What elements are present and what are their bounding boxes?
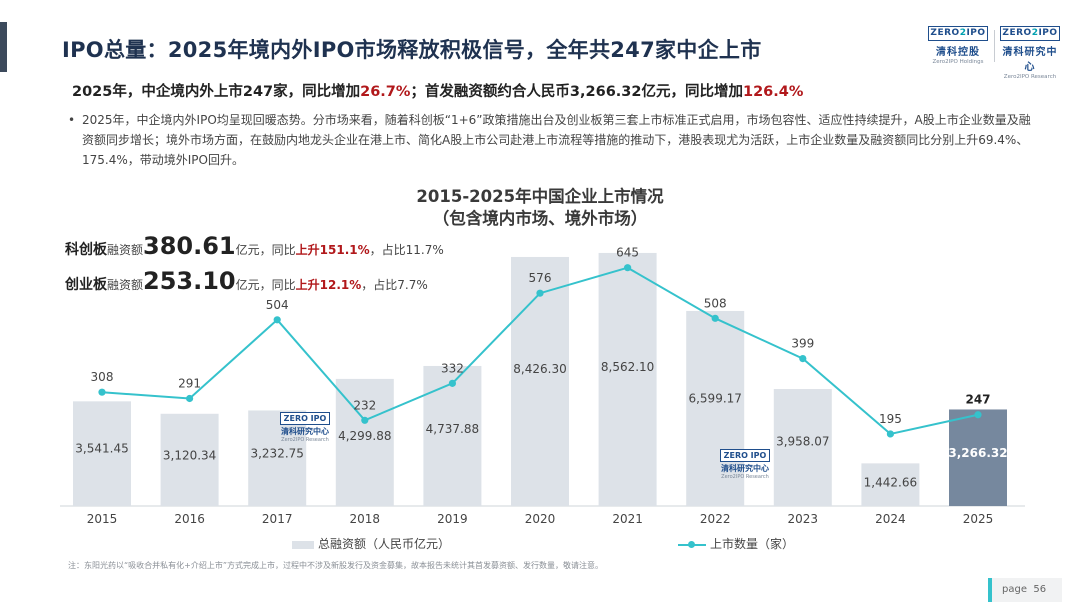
- line-point-2025: [974, 411, 982, 419]
- line-point-2020: [536, 289, 544, 297]
- bar-2017: [248, 410, 307, 506]
- bar-label-2018: 4,299.88: [338, 429, 391, 443]
- line-point-2019: [448, 379, 456, 387]
- line-point-2024: [886, 430, 895, 438]
- legend-bar-swatch: [292, 540, 314, 549]
- line-label-2020: 576: [529, 271, 552, 285]
- line-point-2023: [799, 354, 807, 363]
- line-point-2021: [624, 264, 632, 272]
- line-label-2025: 247: [965, 393, 990, 407]
- bar-label-2023: 3,958.07: [776, 435, 829, 449]
- chart-title-main: 2015-2025年中国企业上市情况: [416, 187, 664, 206]
- bar-2015: [73, 401, 131, 506]
- x-tick-2021: 2021: [612, 512, 643, 526]
- x-tick-2025: 2025: [963, 512, 994, 526]
- bar-label-2020: 8,426.30: [513, 362, 566, 376]
- bar-label-2024: 1,442.66: [864, 476, 917, 490]
- line-label-2022: 508: [704, 296, 727, 310]
- bar-2022: [686, 310, 745, 506]
- bar-2016: [160, 413, 219, 506]
- logo-divider: [994, 30, 995, 62]
- x-tick-2023: 2023: [788, 512, 819, 526]
- line-label-2019: 332: [441, 361, 464, 375]
- bullet-dot: •: [68, 113, 76, 127]
- page-title: IPO总量：2025年境内外IPO市场释放积极信号，全年共247家中企上市: [62, 38, 762, 62]
- zero2ipo-holdings-logo: ZERO2IPO 清科控股 Zero2IPO Holdings: [926, 26, 990, 66]
- x-tick-2015: 2015: [87, 512, 118, 526]
- x-tick-2022: 2022: [700, 512, 731, 526]
- x-tick-2020: 2020: [525, 512, 556, 526]
- bullet-paragraph: • 2025年，中企境内外IPO均呈现回暖态势。分市场来看，随着科创板“1+6”…: [68, 110, 1042, 170]
- x-tick-2024: 2024: [875, 512, 906, 526]
- line-point-2016: [186, 394, 194, 403]
- star-market-stat: 科创板融资额380.61亿元，同比上升151.1%，占比11.7%: [65, 232, 444, 260]
- bar-2023: [773, 389, 832, 506]
- line-point-2018: [361, 416, 369, 424]
- chart-title: 2015-2025年中国企业上市情况 （包含境内市场、境外市场）: [360, 186, 720, 230]
- x-tick-2018: 2018: [350, 512, 381, 526]
- zero2ipo-research-logo: ZERO2IPO 清科研究中心 Zero2IPO Research: [998, 26, 1062, 80]
- footnote: 注：东阳光药以“吸收合并私有化+介绍上市”方式完成上市，过程中不涉及新股发行及资…: [68, 561, 603, 570]
- bar-label-2022: 6,599.17: [688, 392, 741, 406]
- line-label-2017: 504: [266, 298, 289, 312]
- legend-bar: 总融资额（人民币亿元）: [292, 535, 450, 552]
- x-tick-2016: 2016: [174, 512, 205, 526]
- title-accent-bar: [0, 22, 7, 72]
- line-point-2017: [273, 316, 281, 324]
- line-label-2023: 399: [791, 337, 814, 351]
- bar-2020: [511, 256, 569, 506]
- x-tick-2017: 2017: [262, 512, 293, 526]
- legend-line-swatch: [678, 540, 706, 548]
- line-label-2015: 308: [91, 370, 114, 384]
- bar-label-2025: 3,266.32: [948, 446, 1007, 460]
- bar-2018: [335, 378, 394, 506]
- bar-label-2016: 3,120.34: [163, 448, 216, 462]
- x-tick-2019: 2019: [437, 512, 468, 526]
- page-number: page 56: [988, 578, 1062, 602]
- bar-label-2021: 8,562.10: [601, 360, 654, 374]
- line-label-2016: 291: [178, 376, 201, 390]
- chart-subtitle: （包含境内市场、境外市场）: [432, 209, 648, 228]
- bar-2021: [598, 252, 657, 506]
- bar-2025: [949, 409, 1007, 506]
- bar-label-2017: 3,232.75: [250, 446, 303, 460]
- line-label-2018: 232: [353, 398, 376, 412]
- watermark-logo: ZERO IPO 清科研究中心 Zero2IPO Research: [720, 449, 770, 480]
- bar-label-2019: 4,737.88: [426, 422, 479, 436]
- line-point-2022: [711, 314, 719, 322]
- bar-label-2015: 3,541.45: [75, 441, 128, 455]
- line-point-2015: [98, 388, 106, 396]
- headline-summary: 2025年，中企境内外上市247家，同比增加26.7%；首发融资额约合人民币3,…: [72, 84, 804, 100]
- legend-line: 上市数量（家）: [678, 535, 794, 552]
- line-label-2024: 195: [879, 412, 902, 426]
- watermark-logo: ZERO IPO 清科研究中心 Zero2IPO Research: [280, 412, 330, 443]
- gem-market-stat: 创业板融资额253.10亿元，同比上升12.1%，占比7.7%: [65, 267, 428, 295]
- bar-2019: [423, 365, 482, 506]
- bar-2024: [861, 463, 920, 506]
- line-label-2021: 645: [616, 246, 639, 260]
